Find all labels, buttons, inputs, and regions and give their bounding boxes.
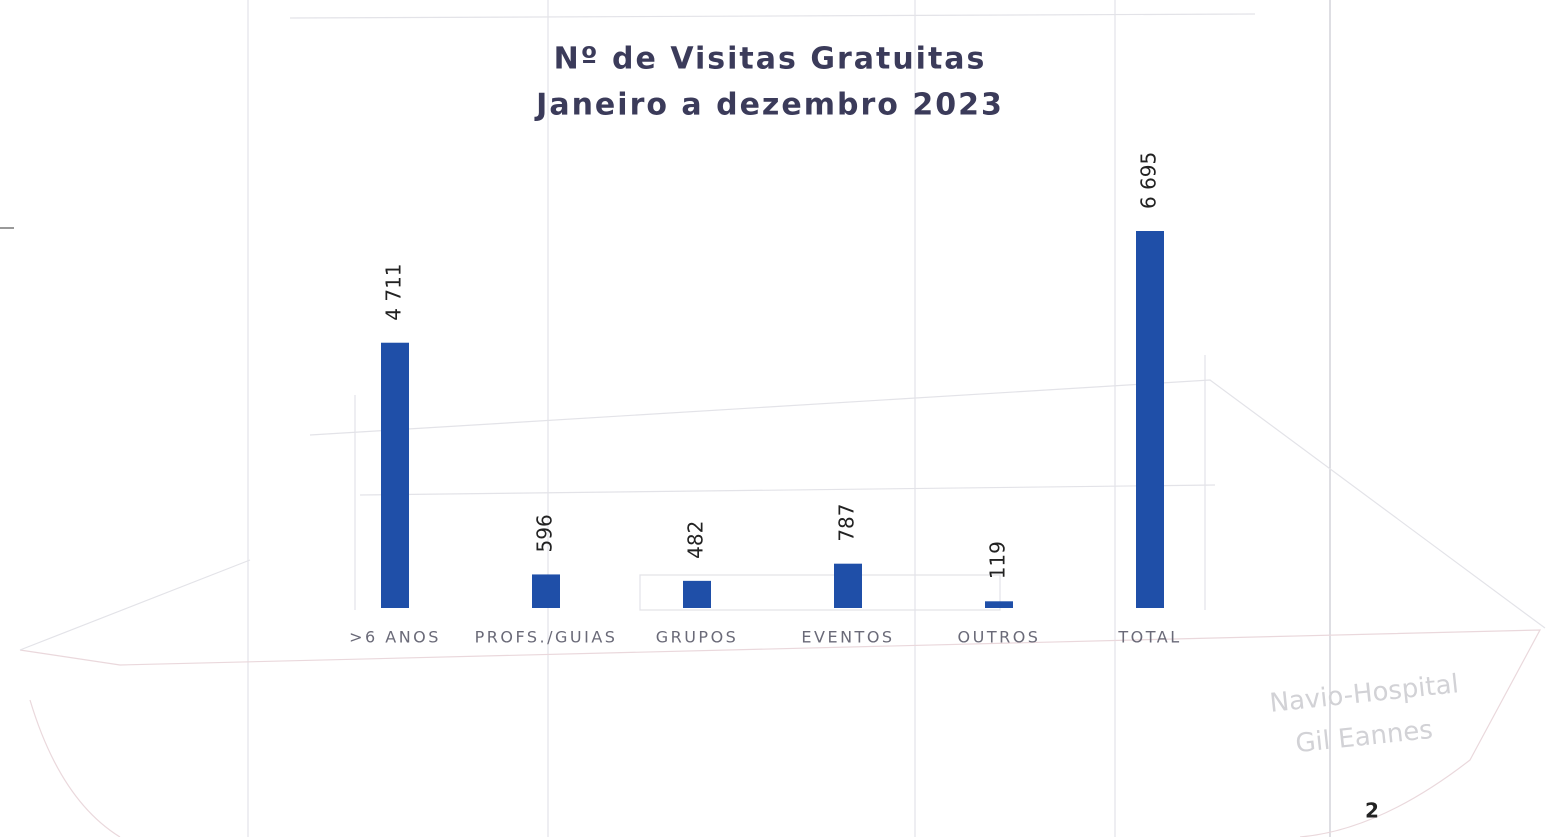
data-label: 482 [684, 521, 708, 559]
data-label: 4 711 [382, 263, 406, 320]
watermark: Navio-Hospital [1268, 669, 1460, 719]
data-label: 119 [986, 541, 1010, 579]
data-label: 787 [835, 503, 859, 541]
x-tick-label: EVENTOS [801, 628, 894, 647]
chart-subtitle: Janeiro a dezembro 2023 [534, 88, 1004, 123]
x-tick-label: PROFS./GUIAS [475, 628, 618, 647]
x-tick-label: >6 ANOS [349, 628, 441, 647]
bar [985, 601, 1013, 608]
page-number: 2 [1365, 799, 1379, 823]
chart-title: Nº de Visitas Gratuitas [554, 42, 987, 77]
x-tick-label: OUTROS [958, 628, 1041, 647]
x-tick-label: TOTAL [1117, 628, 1181, 647]
data-label: 596 [533, 514, 557, 552]
bar [532, 574, 560, 608]
bar [1136, 231, 1164, 608]
watermark: Gil Eannes [1294, 715, 1434, 759]
bar [381, 342, 409, 608]
data-label: 6 695 [1137, 152, 1161, 209]
bar [683, 580, 711, 608]
x-tick-label: GRUPOS [656, 628, 739, 647]
bar [834, 563, 862, 608]
